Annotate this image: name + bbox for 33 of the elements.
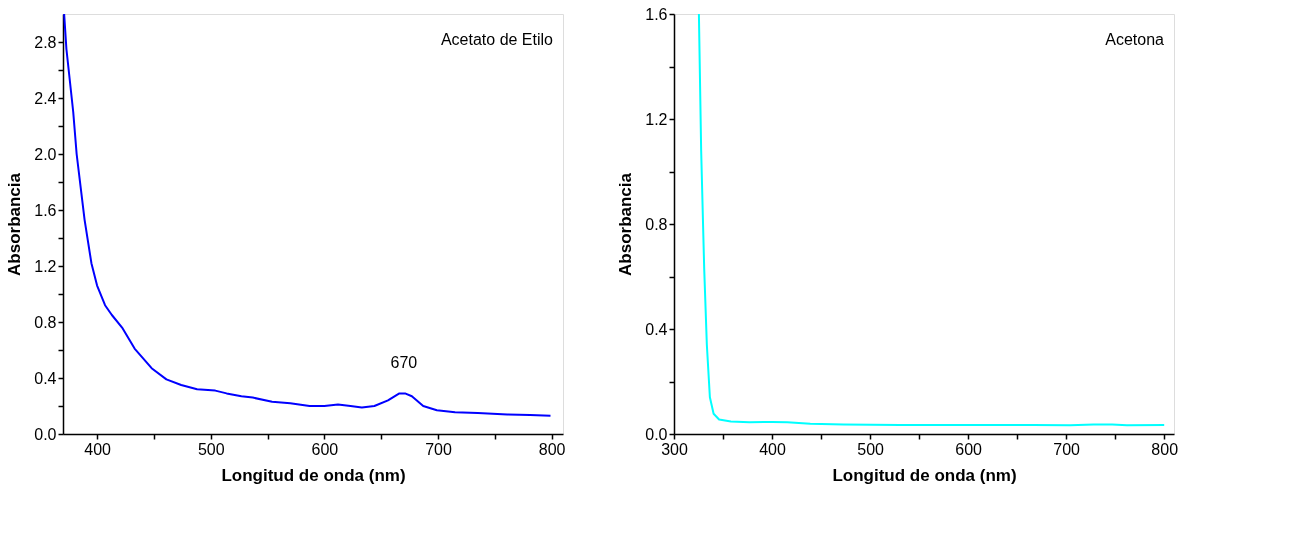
line-series <box>697 14 1166 427</box>
x-tick-label: 400 <box>84 440 112 458</box>
x-tick-label: 600 <box>311 440 339 458</box>
y-tick-label: 1.2 <box>645 110 668 128</box>
y-tick-label: 2.8 <box>34 33 57 51</box>
x-tick-label: 500 <box>197 440 225 458</box>
x-tick-label: 400 <box>759 440 786 458</box>
x-tick-label: 700 <box>425 440 452 458</box>
x-tick-label: 600 <box>955 440 983 458</box>
x-tick-label: 800 <box>1151 440 1179 458</box>
y-tick-label: 2.4 <box>34 89 57 107</box>
y-tick-label: 0.0 <box>34 425 57 443</box>
y-tick-label: 2.0 <box>34 145 57 163</box>
y-tick-label: 0.0 <box>645 425 668 443</box>
annotation: 670 <box>390 354 418 372</box>
y-tick-label: 0.4 <box>645 320 668 338</box>
x-tick-label: 700 <box>1053 440 1081 458</box>
y-tick-label: 0.4 <box>34 369 57 387</box>
x-axis-title: Longitud de onda (nm) <box>221 465 406 485</box>
y-tick-label: 1.2 <box>34 257 57 275</box>
y-axis-title: Absorbancia <box>616 172 636 276</box>
y-axis-title: Absorbancia <box>5 172 25 276</box>
x-tick-label: 800 <box>538 440 566 458</box>
line-series <box>63 14 552 417</box>
y-tick-label: 0.8 <box>34 313 57 331</box>
y-tick-label: 0.8 <box>645 215 668 233</box>
x-tick-label: 500 <box>857 440 885 458</box>
annotation: Acetona <box>1105 31 1165 48</box>
annotation: Acetato de Etilo <box>440 31 554 48</box>
x-axis-title: Longitud de onda (nm) <box>832 465 1017 485</box>
x-tick-label: 300 <box>661 440 688 458</box>
y-tick-label: 1.6 <box>34 201 57 219</box>
y-tick-label: 1.6 <box>645 5 668 23</box>
